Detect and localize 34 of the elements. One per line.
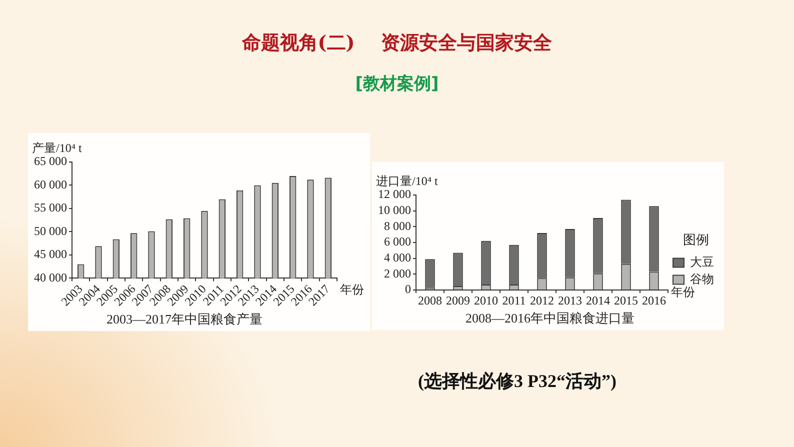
- x-tick-label: 2009: [446, 293, 470, 308]
- y-tick-label: 8 000: [384, 218, 411, 233]
- y-tick-label: 60 000: [34, 177, 67, 192]
- legend-label: 谷物: [690, 272, 714, 286]
- x-tick-label: 2015: [614, 293, 638, 308]
- text: 2003—2017年中国粮食产量: [106, 312, 262, 327]
- y-tick-label: 40 000: [34, 270, 67, 284]
- x-tick-label: 2013: [558, 293, 582, 308]
- y-axis-title: 进口量/10⁴ t: [376, 174, 439, 188]
- y-tick-label: 12 000: [378, 187, 411, 202]
- x-tick-label: 2010: [474, 293, 498, 308]
- legend-title: 图例: [683, 232, 709, 248]
- x-tick-label: 2012: [530, 293, 554, 308]
- text: 2008—2016年中国粮食进口量: [466, 310, 634, 326]
- text: 命题视角(二) 资源安全与国家安全: [240, 31, 554, 55]
- x-axis-title: 年份: [340, 282, 364, 296]
- y-tick-label: 65 000: [34, 154, 67, 168]
- text: [教材案例]: [354, 73, 440, 95]
- x-tick-label: 2014: [586, 293, 610, 308]
- x-tick-label: 2011: [502, 293, 526, 308]
- y-tick-label: 2 000: [384, 266, 411, 280]
- y-tick-label: 55 000: [34, 200, 67, 215]
- x-axis-title: 年份: [671, 285, 695, 300]
- legend-label: 大豆: [690, 254, 714, 269]
- y-axis-title: 产量/10⁴ t: [32, 141, 83, 155]
- y-tick-label: 0: [405, 282, 411, 296]
- y-tick-label: 6 000: [384, 234, 411, 249]
- y-tick-label: 45 000: [34, 247, 67, 262]
- text: (选择性必修3 P32“活动”): [418, 370, 618, 392]
- y-tick-label: 10 000: [378, 202, 411, 217]
- y-tick-label: 50 000: [34, 224, 67, 238]
- x-tick-label: 2008: [418, 293, 442, 308]
- x-tick-label: 2016: [642, 293, 666, 308]
- y-tick-label: 4 000: [384, 250, 411, 264]
